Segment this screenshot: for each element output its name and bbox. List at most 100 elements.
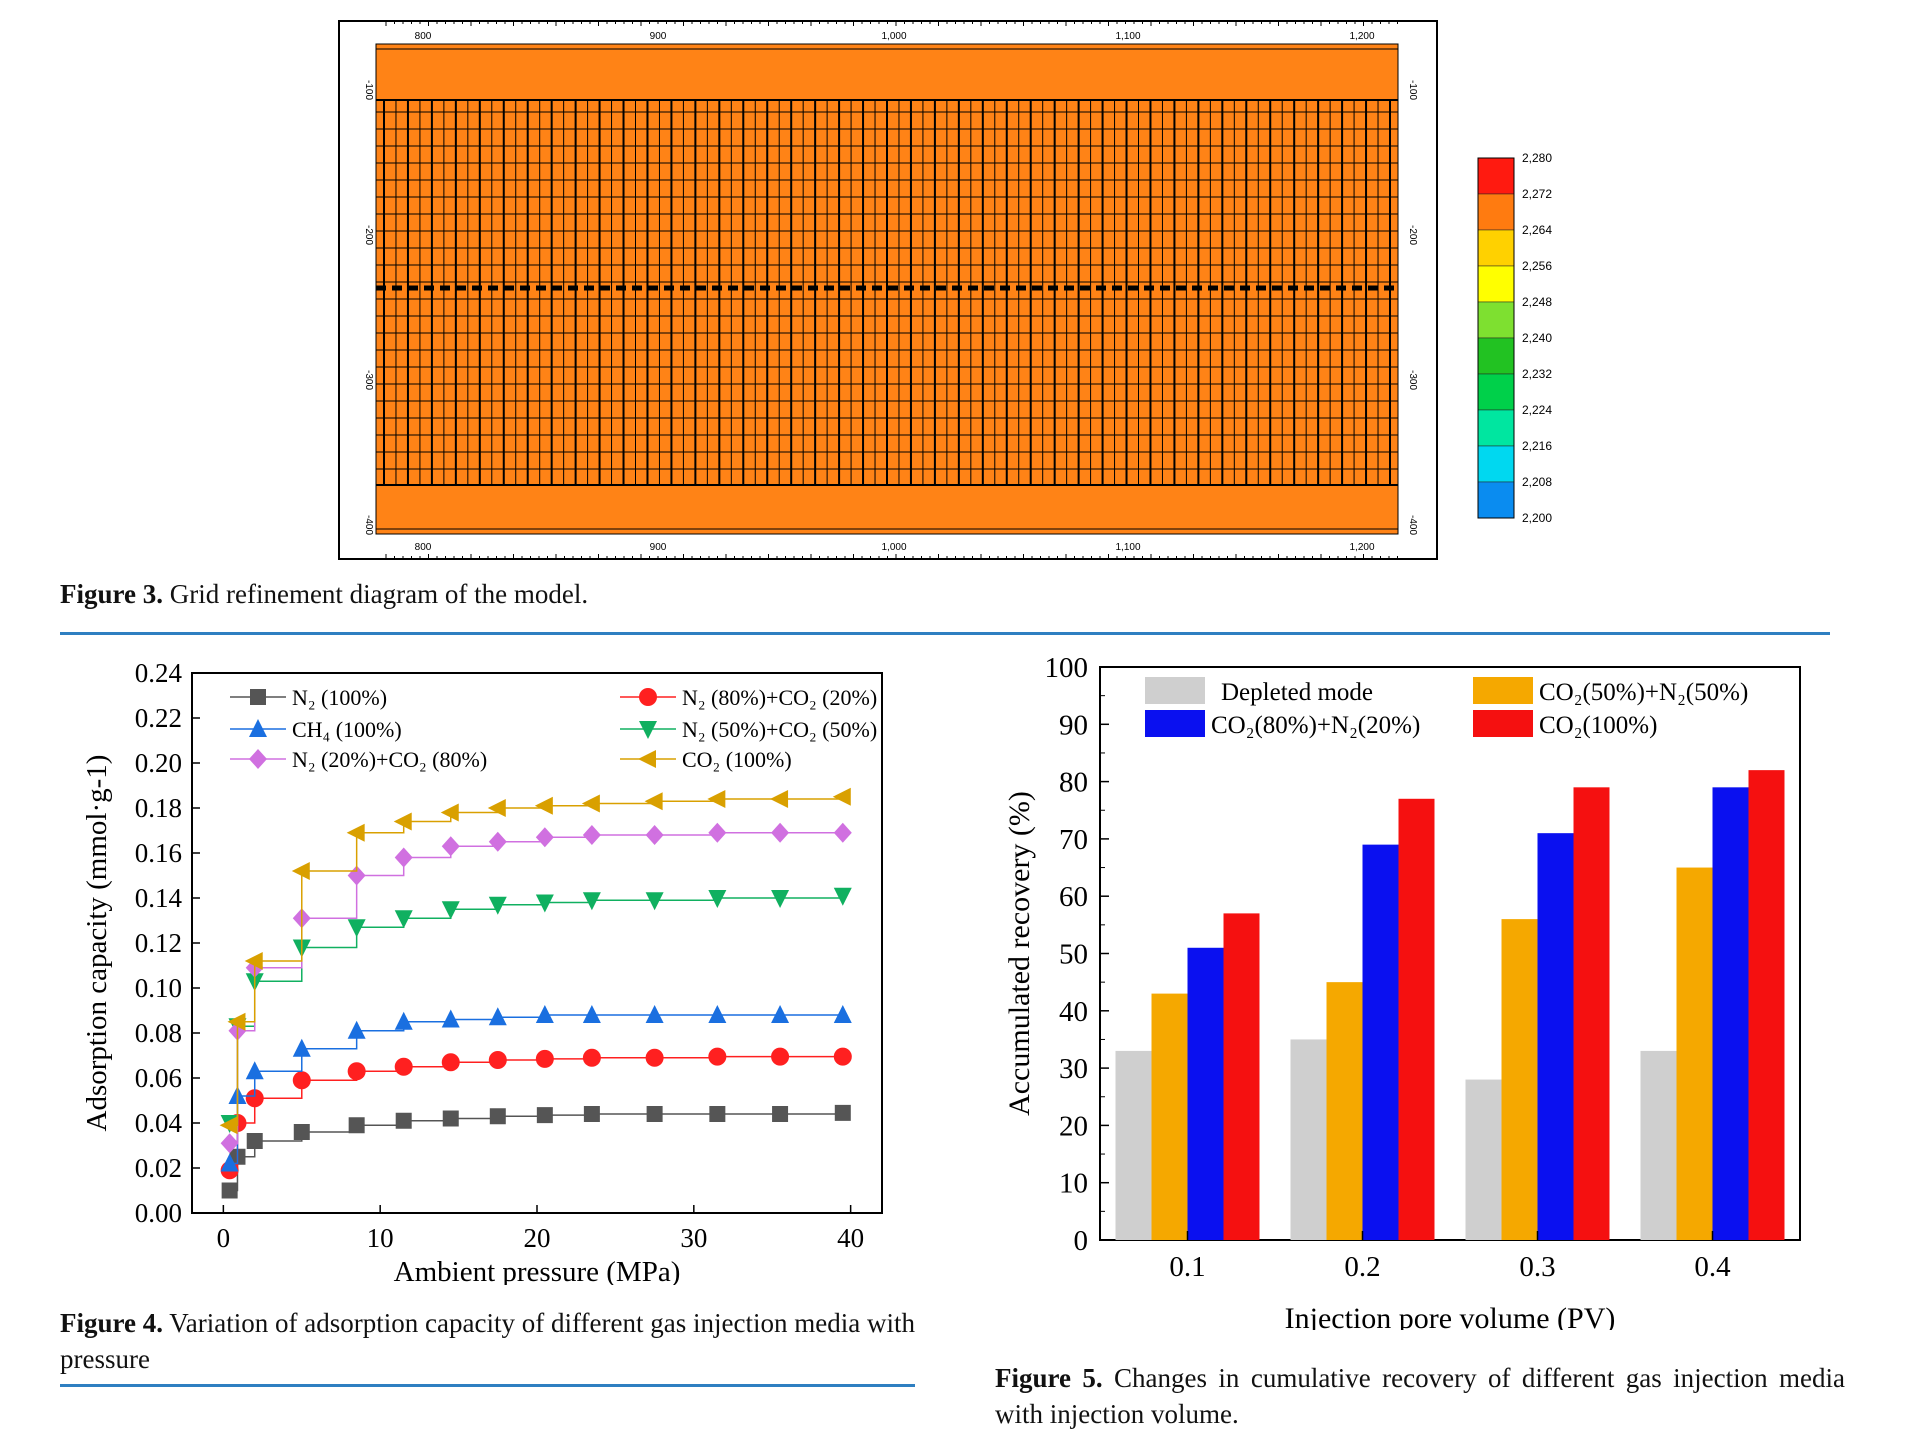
bar xyxy=(1187,947,1224,1240)
x-tick-label: 0 xyxy=(217,1223,231,1253)
y-tick-label: 70 xyxy=(1059,824,1088,856)
colorbar-label: 2,264 xyxy=(1522,223,1552,237)
adsorption-chart: 0.00 0.02 0.04 0.06 0.08 0.10 0.12 0.14 0.16 0.18… xyxy=(81,658,883,1288)
data-point xyxy=(535,894,554,913)
legend-label: N₂ (50%)+CO₂ (50%) xyxy=(682,717,877,742)
section-divider xyxy=(60,632,1830,635)
x-tick-label-top: 1,200 xyxy=(1349,31,1374,42)
y-tick-label: 0 xyxy=(1074,1225,1089,1257)
legend-swatch xyxy=(1473,677,1533,704)
bar xyxy=(1362,844,1399,1240)
legend-label: Depleted mode xyxy=(1221,679,1373,706)
data-point xyxy=(582,1048,601,1067)
series-line xyxy=(229,895,844,1124)
y-tick-label-left: -100 xyxy=(363,80,374,100)
series-line xyxy=(229,1112,844,1192)
y-tick-label: 0.14 xyxy=(135,883,183,913)
data-point xyxy=(246,1133,263,1149)
data-point xyxy=(645,825,664,845)
data-point xyxy=(227,1012,246,1031)
legend-label: CO₂(80%)+N₂(20%) xyxy=(1211,712,1420,739)
x-tick-label-bottom: 1,200 xyxy=(1349,542,1374,553)
y-tick-label: 50 xyxy=(1059,939,1088,971)
data-point xyxy=(442,1110,459,1127)
bar xyxy=(1115,1050,1152,1240)
colorbar-cell xyxy=(1477,193,1515,231)
y-axis-label: Accumulated recovery (%) xyxy=(1003,791,1036,1116)
data-point xyxy=(707,790,726,808)
y-tick-label: 20 xyxy=(1059,1110,1088,1142)
bar xyxy=(1537,833,1574,1240)
data-point xyxy=(346,823,365,842)
data-point xyxy=(292,1038,311,1057)
data-point xyxy=(582,892,601,911)
data-point xyxy=(771,822,790,843)
bar xyxy=(1712,787,1749,1240)
data-point xyxy=(488,831,507,852)
data-point xyxy=(834,1104,851,1121)
colorbar-cell xyxy=(1477,409,1515,447)
data-point xyxy=(583,1106,600,1122)
bar xyxy=(1398,798,1435,1240)
data-point xyxy=(394,847,413,868)
data-point xyxy=(221,1182,238,1199)
data-point xyxy=(708,1005,727,1023)
data-point xyxy=(772,1106,789,1122)
colorbar-label: 2,272 xyxy=(1522,187,1552,201)
data-point xyxy=(708,1047,727,1066)
y-tick-label-right: -400 xyxy=(1407,515,1418,535)
colorbar-label: 2,200 xyxy=(1522,511,1552,525)
bar xyxy=(1223,913,1260,1240)
data-point xyxy=(220,1133,239,1154)
data-point xyxy=(644,792,663,811)
bar xyxy=(1151,993,1188,1240)
legend-label: CH₄ (100%) xyxy=(292,717,402,742)
data-point xyxy=(582,1005,601,1023)
colorbar-label: 2,280 xyxy=(1522,151,1552,165)
x-axis-label: Ambient pressure (MPa) xyxy=(394,1256,681,1285)
x-tick-label-bottom: 1,000 xyxy=(881,542,906,553)
data-point xyxy=(293,1124,310,1140)
y-tick-label: 0.16 xyxy=(135,838,182,868)
bar xyxy=(1748,770,1785,1240)
data-point xyxy=(770,790,789,808)
data-point xyxy=(488,1051,507,1069)
y-tick-label: 0.02 xyxy=(135,1153,182,1183)
figure-5-caption: Figure 5. Changes in cumulative recovery… xyxy=(995,1360,1845,1432)
data-point xyxy=(645,1005,664,1023)
legend-swatch xyxy=(1473,710,1533,737)
legend-swatch xyxy=(1145,710,1205,737)
data-point xyxy=(441,1053,460,1072)
x-tick-label: 0.3 xyxy=(1519,1251,1555,1283)
data-point xyxy=(440,803,459,822)
x-tick-label-bottom: 1,100 xyxy=(1115,542,1140,553)
y-tick-label: 0.10 xyxy=(135,973,182,1003)
data-point xyxy=(245,1089,264,1108)
y-tick-label: 0.04 xyxy=(135,1108,183,1138)
data-point xyxy=(291,862,310,880)
data-point xyxy=(833,1005,852,1023)
data-point xyxy=(347,1062,366,1081)
colorbar-label: 2,256 xyxy=(1522,259,1552,273)
data-point xyxy=(394,910,413,929)
data-point xyxy=(441,1009,460,1028)
data-point xyxy=(708,890,727,908)
colorbar-label: 2,232 xyxy=(1522,367,1552,381)
y-tick-label: 90 xyxy=(1059,709,1088,741)
data-point xyxy=(347,919,366,938)
figure-5-bar-chart: 0 10 20 30 40 50 60 70 80 90 100 0.1 0.2 0.3 0.4 Inject… xyxy=(985,650,1855,1335)
grid-refinement-plot: 800 800 900 900 1,000 1,000 1,100 1,100 1,200 1,2… xyxy=(338,20,1552,560)
legend-swatch xyxy=(1145,677,1205,704)
data-point xyxy=(833,1047,852,1066)
data-point xyxy=(535,1005,554,1023)
y-tick-label: 0.22 xyxy=(135,703,182,733)
legend-label: N₂ (100%) xyxy=(292,685,387,710)
figure-4-divider xyxy=(60,1384,915,1387)
data-point xyxy=(441,836,460,857)
data-point xyxy=(394,1057,413,1076)
data-point xyxy=(536,1107,553,1124)
y-tick-label: 10 xyxy=(1059,1168,1088,1200)
y-tick-label: 0.20 xyxy=(135,748,182,778)
data-point xyxy=(534,796,553,815)
y-tick-label: 0.12 xyxy=(135,928,182,958)
